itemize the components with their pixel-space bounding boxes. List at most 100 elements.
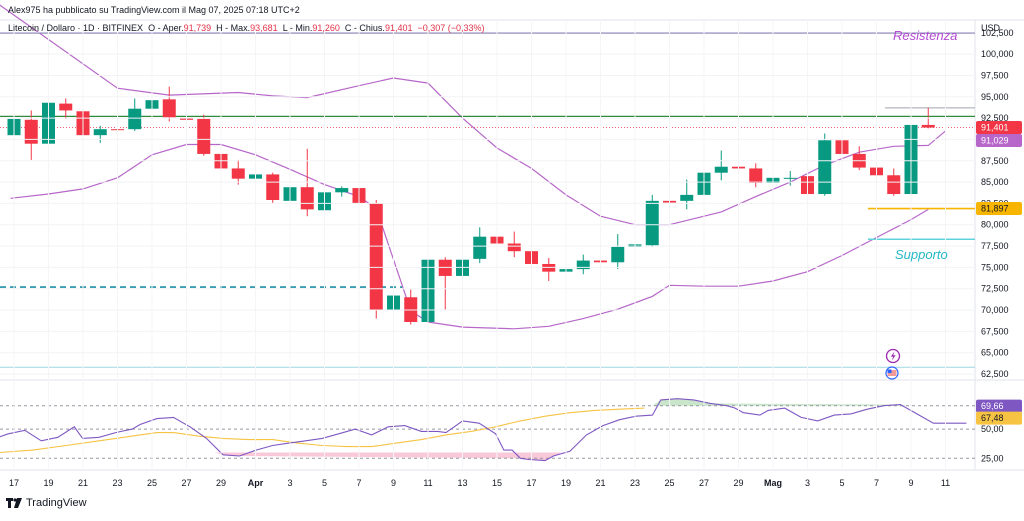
candle-body	[611, 246, 625, 263]
rsi-oversold-fill	[214, 452, 562, 461]
tradingview-logo[interactable]: TradingView	[6, 497, 87, 509]
candle-body	[266, 174, 280, 200]
published-by: Alex975 ha pubblicato su TradingView.com…	[8, 5, 300, 15]
change-value: −0,307 (−0,33%)	[417, 23, 485, 33]
candle-body	[680, 194, 694, 201]
time-tick-label: 23	[112, 478, 122, 488]
candle-body	[818, 140, 832, 195]
support-price-badge: 81,897	[981, 204, 1009, 214]
price-axis: 102,500100,00097,50095,00092,50090,00087…	[0, 28, 1014, 379]
price-tick-label: 70,000	[981, 305, 1009, 315]
rsi-tick-label: 50,00	[981, 424, 1004, 434]
candle-body	[369, 203, 383, 311]
close-value: 91,401	[384, 23, 413, 33]
time-tick-label: 21	[78, 478, 88, 488]
candle-body	[887, 175, 901, 195]
time-tick-label: 29	[216, 478, 226, 488]
band-price-badge: 91,029	[981, 135, 1009, 145]
time-tick-label: Apr	[248, 478, 264, 488]
candle-body	[197, 118, 211, 154]
low-value: 91,260	[312, 23, 340, 33]
tradingview-logo-icon	[6, 498, 22, 508]
low-label: L - Min.	[282, 23, 313, 33]
price-badges: 91,401 91,029 81,897 69,66 67,48	[976, 120, 1022, 425]
price-tick-label: 75,000	[981, 262, 1009, 272]
time-tick-label: 3	[805, 478, 810, 488]
time-tick-label: 9	[908, 478, 913, 488]
time-tick-label: 5	[839, 478, 844, 488]
close-label: C - Chius.	[344, 23, 385, 33]
candle-body	[645, 200, 659, 246]
last-price-badge-bg	[976, 120, 1022, 134]
price-tick-label: 95,000	[981, 92, 1009, 102]
symbol-name: Litecoin / Dollaro · 1D · BITFINEX	[8, 23, 144, 33]
time-tick-label: 19	[43, 478, 53, 488]
time-tick-label: 7	[356, 478, 361, 488]
time-tick-label: 27	[181, 478, 191, 488]
price-tick-label: 102,500	[981, 28, 1014, 38]
alert-lightning-icon[interactable]	[885, 348, 901, 364]
time-tick-label: 13	[457, 478, 467, 488]
rsi-value-badge-bg	[976, 399, 1022, 413]
candle-body	[93, 129, 107, 136]
bollinger-bands	[0, 4, 946, 330]
band-price-badge-bg	[976, 133, 1022, 147]
candle-body	[128, 108, 142, 130]
time-tick-label: 25	[147, 478, 157, 488]
price-tick-label: 100,000	[981, 49, 1014, 59]
support-label: Supporto	[895, 247, 948, 262]
candle-body	[576, 260, 590, 270]
time-tick-label: 29	[733, 478, 743, 488]
price-tick-label: 97,500	[981, 70, 1009, 80]
price-tick-label: 72,500	[981, 284, 1009, 294]
time-tick-label: 7	[874, 478, 879, 488]
time-tick-label: 25	[664, 478, 674, 488]
price-tick-label: 80,000	[981, 220, 1009, 230]
time-tick-label: 23	[630, 478, 640, 488]
time-tick-label: Mag	[764, 478, 782, 488]
us-flag-icon[interactable]	[885, 366, 899, 380]
price-tick-label: 87,500	[981, 156, 1009, 166]
currency-label[interactable]: USD	[981, 23, 1001, 33]
time-tick-label: 17	[9, 478, 19, 488]
time-tick-label: 3	[287, 478, 292, 488]
horizontal-levels	[0, 31, 975, 368]
open-value: 91,739	[183, 23, 212, 33]
price-tick-label: 77,500	[981, 241, 1009, 251]
time-tick-label: 17	[526, 478, 536, 488]
candle-body	[335, 188, 349, 193]
candle-body	[231, 168, 245, 179]
price-tick-label: 85,000	[981, 177, 1009, 187]
candle-body	[714, 166, 728, 173]
time-tick-label: 11	[423, 478, 432, 488]
tradingview-logo-text: TradingView	[26, 497, 87, 509]
rsi-tick-label: 25,00	[981, 453, 1004, 463]
support-price-badge-bg	[976, 202, 1022, 216]
time-tick-label: 21	[595, 478, 605, 488]
symbol-legend[interactable]: Litecoin / Dollaro · 1D · BITFINEX O - A…	[8, 23, 485, 33]
time-tick-label: 19	[561, 478, 571, 488]
rsi-ma-badge-bg	[976, 411, 1022, 425]
open-label: O - Aper.	[148, 23, 184, 33]
candle-body	[24, 119, 38, 144]
candle-body	[162, 99, 176, 118]
high-label: H - Max.	[216, 23, 251, 33]
candles	[7, 86, 935, 368]
rsi-ma-line	[0, 407, 645, 454]
rsi-line	[0, 398, 967, 462]
candle-body	[749, 168, 763, 183]
price-tick-label: 92,500	[981, 113, 1009, 123]
price-tick-label: 62,500	[981, 369, 1009, 379]
time-tick-label: 15	[492, 478, 502, 488]
time-tick-label: 27	[699, 478, 709, 488]
candle-body	[921, 124, 935, 128]
candle-body	[473, 236, 487, 259]
candle-body	[300, 187, 314, 210]
candle-body	[507, 243, 521, 252]
last-price-badge: 91,401	[981, 122, 1009, 132]
resistance-label: Resistenza	[893, 28, 958, 43]
time-tick-label: 11	[941, 478, 950, 488]
